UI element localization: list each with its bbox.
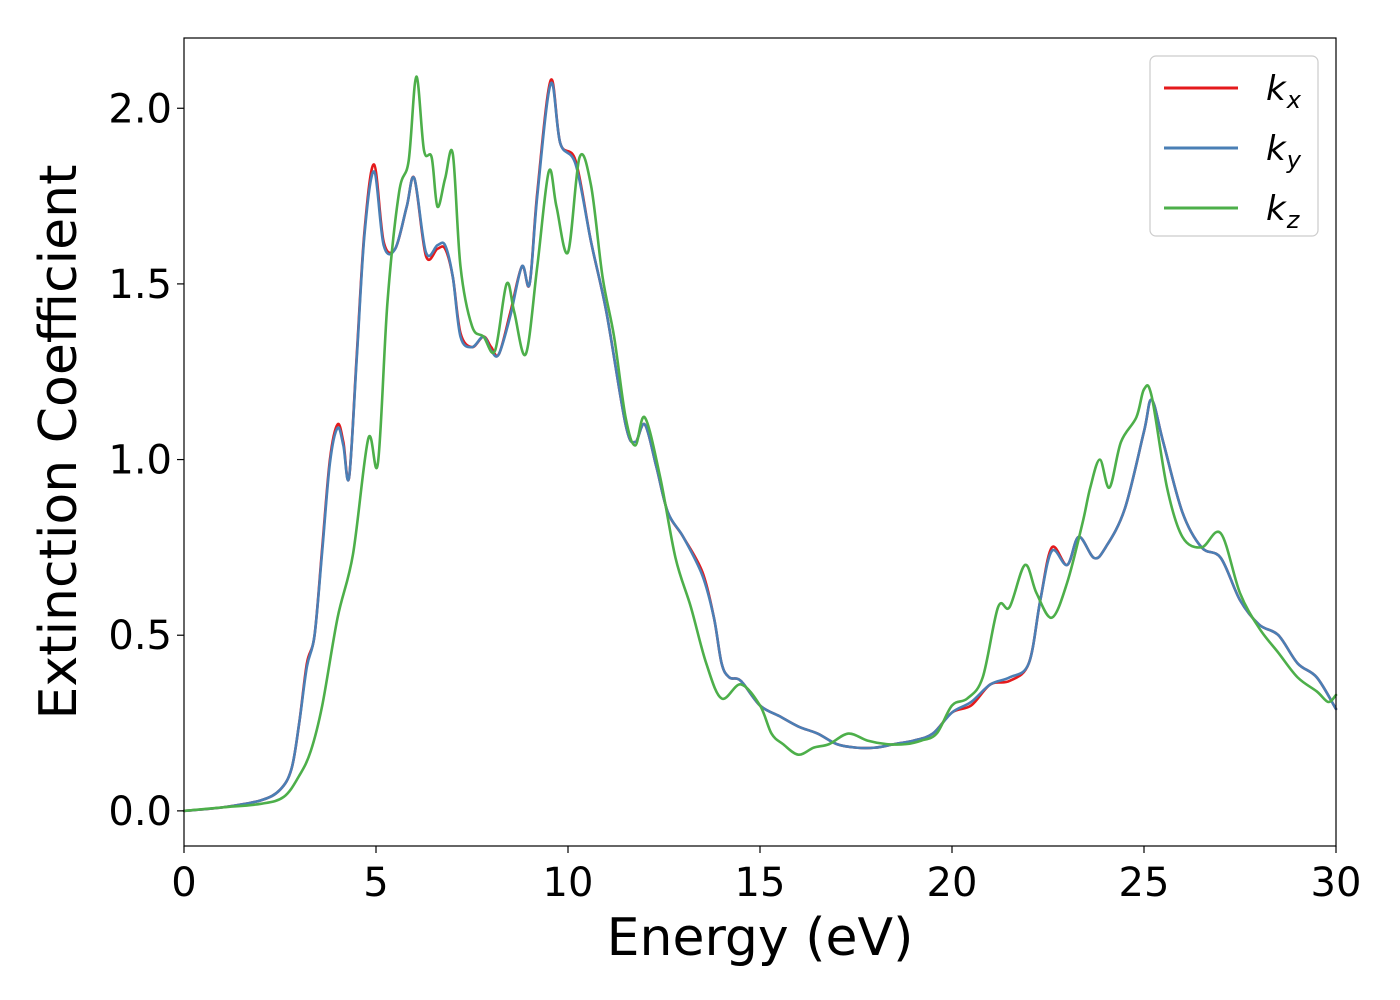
legend-label-z: kz xyxy=(1266,189,1301,234)
series-layer xyxy=(182,75,1338,813)
x-axis-label: Energy (eV) xyxy=(607,908,914,968)
x-tick-label: 5 xyxy=(363,860,388,906)
x-tick-label: 10 xyxy=(543,860,594,906)
legend: kx ky kz xyxy=(1149,55,1319,237)
series-line-z xyxy=(182,75,1338,813)
legend-box xyxy=(1149,55,1319,237)
y-tick-label: 0.0 xyxy=(108,789,172,835)
x-tick-label: 20 xyxy=(927,860,978,906)
x-axis-ticks: 0 5 10 15 20 25 30 xyxy=(171,846,1361,906)
y-tick-label: 0.5 xyxy=(108,613,172,659)
x-tick-label: 15 xyxy=(735,860,786,906)
legend-label-y: ky xyxy=(1266,129,1302,174)
y-axis-label: Extinction Coefficient xyxy=(29,165,89,720)
series-line-y xyxy=(182,81,1338,813)
x-tick-label: 25 xyxy=(1119,860,1170,906)
legend-label-x: kx xyxy=(1266,69,1302,114)
x-tick-label: 0 xyxy=(171,860,196,906)
y-tick-label: 1.0 xyxy=(108,438,172,484)
x-tick-label: 30 xyxy=(1311,860,1362,906)
y-axis-ticks: 0.0 0.5 1.0 1.5 2.0 xyxy=(108,86,184,835)
y-tick-label: 2.0 xyxy=(108,86,172,132)
y-tick-label: 1.5 xyxy=(108,262,172,308)
